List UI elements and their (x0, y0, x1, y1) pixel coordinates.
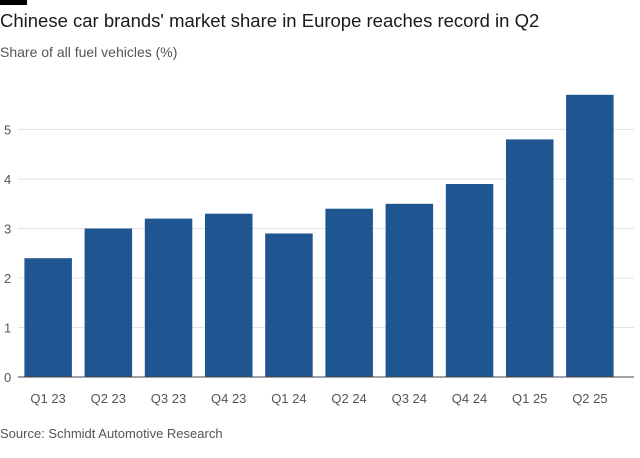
header-accent-bar (0, 0, 27, 5)
x-tick-label: Q3 24 (392, 391, 427, 406)
x-axis-tick-labels: Q1 23 Q2 23 Q3 23 Q4 23 Q1 24 Q2 24 Q3 24 Q4 24… (30, 391, 607, 406)
chart-subtitle: Share of all fuel vehicles (%) (0, 44, 178, 60)
bars (24, 94, 614, 378)
x-tick-label: Q1 24 (271, 391, 306, 406)
y-tick-label: 5 (4, 123, 11, 138)
x-tick-label: Q2 25 (572, 391, 607, 406)
chart-title: Chinese car brands' market share in Euro… (0, 10, 540, 31)
x-tick-label: Q4 24 (452, 391, 487, 406)
x-tick-label: Q1 25 (512, 391, 547, 406)
bar-q4-24 (445, 184, 494, 377)
bar-q2-23 (84, 228, 133, 377)
y-tick-label: 1 (4, 321, 11, 336)
x-tick-label: Q2 23 (91, 391, 126, 406)
x-tick-label: Q4 23 (211, 391, 246, 406)
y-tick-label: 2 (4, 271, 11, 286)
x-tick-label: Q1 23 (30, 391, 65, 406)
bar-chart: 0 1 2 3 4 5 Q1 23 Q2 23 Q3 23 Q4 23 Q1 24 Q2 24 Q3 … (4, 94, 634, 406)
bar-q1-24 (265, 233, 313, 377)
bar-q1-23 (24, 258, 72, 377)
bar-q4-23 (205, 213, 253, 377)
y-tick-label: 0 (4, 370, 11, 385)
y-axis-tick-labels: 0 1 2 3 4 5 (4, 123, 11, 386)
source-note: Source: Schmidt Automotive Research (0, 426, 223, 441)
bar-q2-25 (566, 94, 614, 378)
bar-q2-24 (325, 208, 373, 377)
y-tick-label: 4 (4, 172, 11, 187)
x-tick-label: Q2 24 (331, 391, 366, 406)
y-tick-label: 3 (4, 222, 11, 237)
x-tick-label: Q3 23 (151, 391, 186, 406)
bar-q3-23 (144, 218, 193, 377)
bar-q3-24 (385, 203, 434, 378)
bar-q1-25 (506, 139, 554, 377)
